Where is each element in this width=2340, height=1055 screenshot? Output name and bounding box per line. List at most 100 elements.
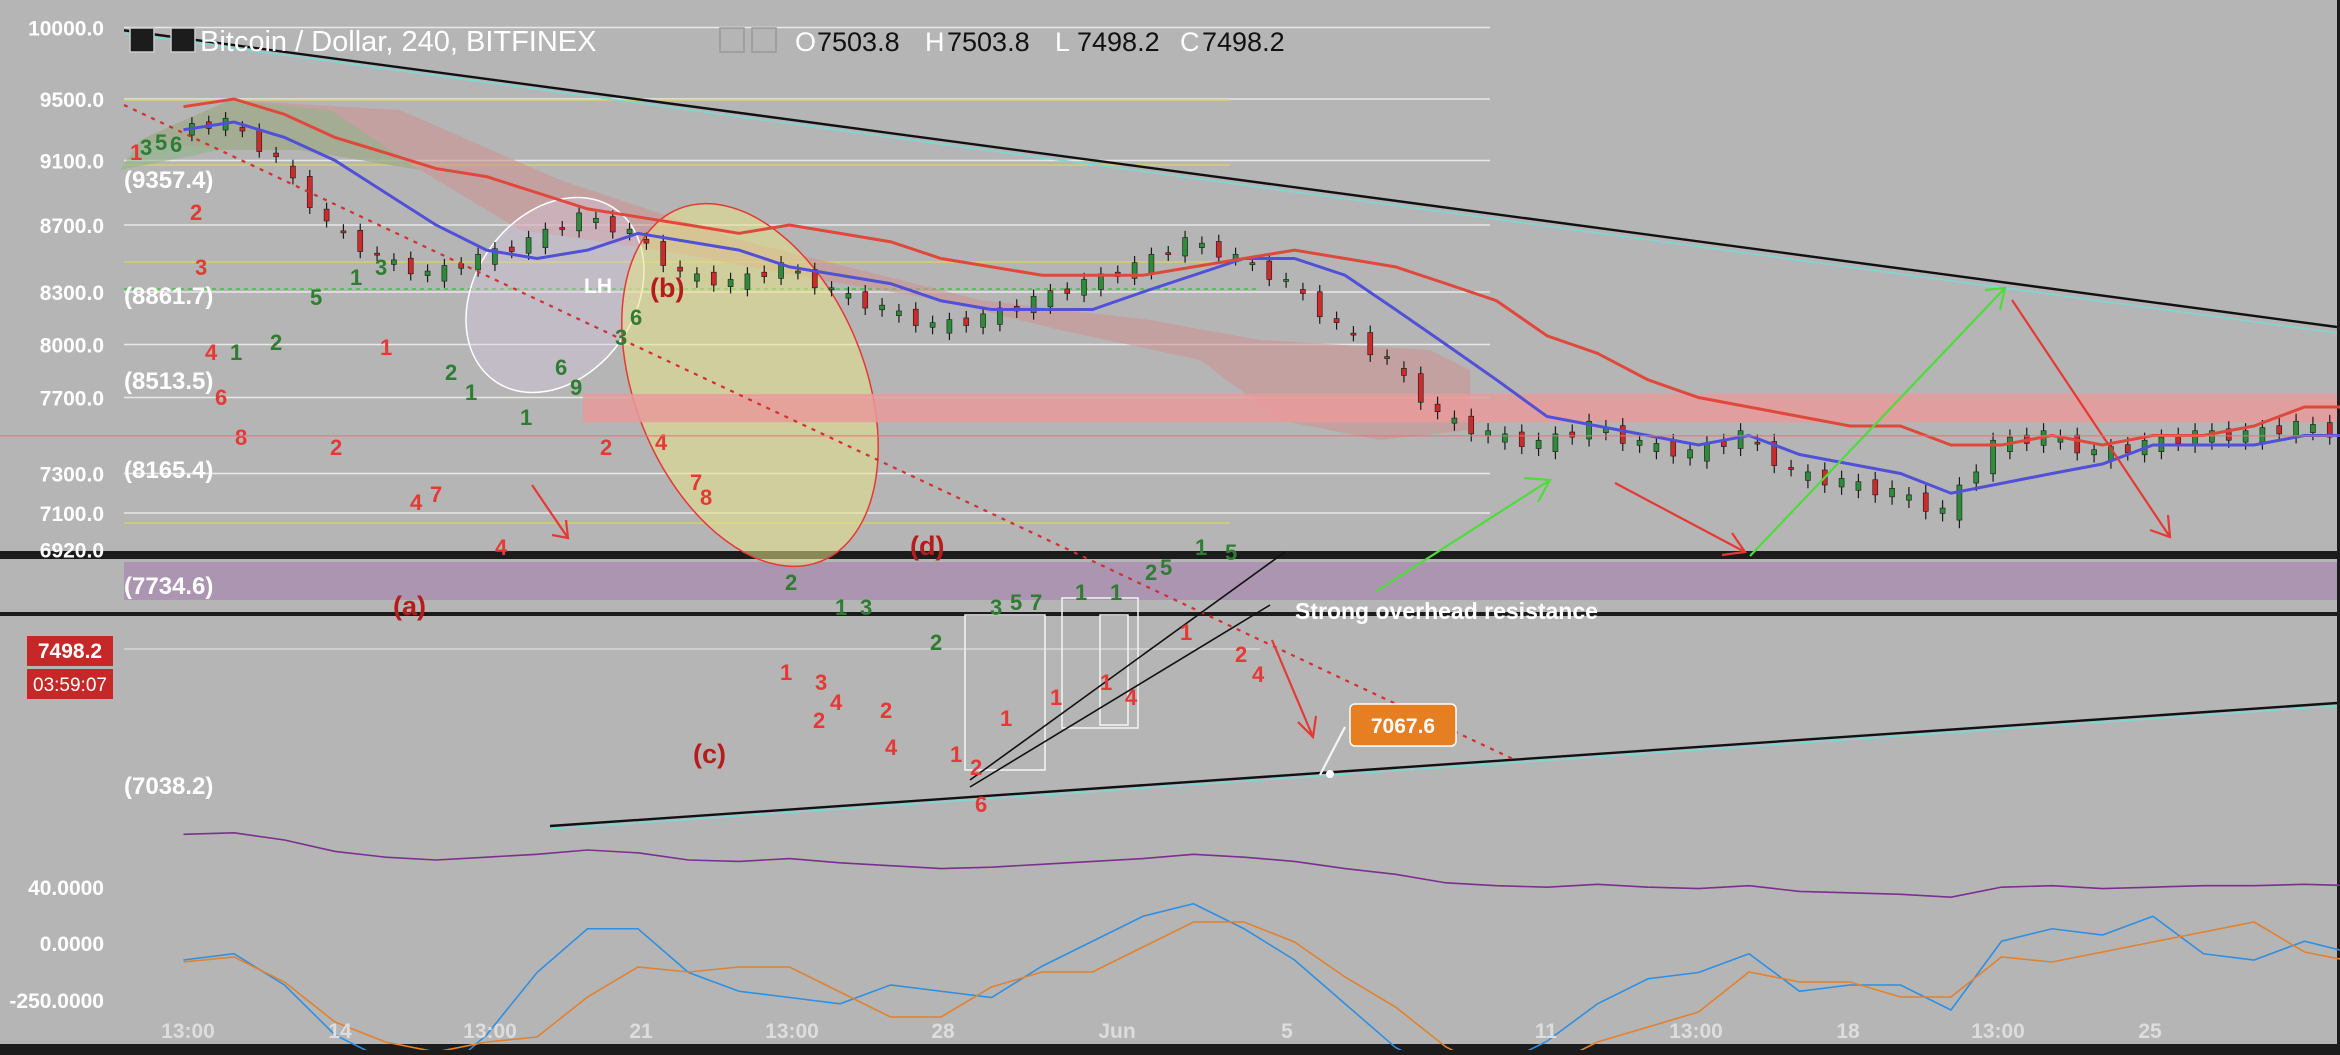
td-count-51: 5 bbox=[1010, 590, 1022, 615]
x-tick-11: 13:00 bbox=[1971, 1020, 2025, 1043]
td-count-20: 4 bbox=[885, 735, 898, 760]
td-count-11: 2 bbox=[600, 435, 612, 460]
candle-body-3-1 bbox=[358, 230, 363, 251]
candle-body-20-1 bbox=[1216, 241, 1221, 257]
y-tick-2: 9100.0 bbox=[40, 151, 104, 174]
candle-body-8-1 bbox=[610, 217, 615, 232]
wave-label-0: (a) bbox=[393, 591, 426, 621]
candle-body-8-2 bbox=[627, 229, 632, 233]
td-count-24: 1 bbox=[1000, 706, 1012, 731]
candle-body-41-2 bbox=[2294, 421, 2299, 436]
candle-body-14-1 bbox=[913, 309, 918, 325]
candle-body-21-0 bbox=[1250, 263, 1255, 265]
candle-body-20-0 bbox=[1199, 243, 1204, 247]
candle-body-5-0 bbox=[442, 265, 447, 281]
ohlc-value-2: 7498.2 bbox=[1077, 27, 1160, 57]
candle-body-13-2 bbox=[880, 305, 885, 310]
candle-body-24-2 bbox=[1435, 404, 1440, 412]
td-count-35: 2 bbox=[270, 330, 282, 355]
td-count-44: 3 bbox=[615, 325, 627, 350]
y-tick-3: 8700.0 bbox=[40, 215, 104, 238]
candle-body-14-0 bbox=[896, 311, 901, 316]
x-tick-2: 13:00 bbox=[463, 1020, 517, 1043]
candle-body-35-1 bbox=[1974, 472, 1979, 483]
indicator-icon[interactable] bbox=[752, 28, 776, 52]
x-tick-0: 13:00 bbox=[161, 1020, 215, 1043]
td-count-15: 1 bbox=[780, 660, 792, 685]
candle-body-30-0 bbox=[1704, 443, 1709, 461]
td-count-58: 5 bbox=[1225, 540, 1237, 565]
candle-body-23-1 bbox=[1368, 333, 1373, 355]
candle-body-14-2 bbox=[930, 323, 935, 328]
candle-body-21-2 bbox=[1284, 279, 1289, 281]
candle-body-7-0 bbox=[543, 229, 548, 247]
td-count-3: 4 bbox=[205, 340, 218, 365]
td-count-17: 2 bbox=[813, 708, 825, 733]
td-count-49: 2 bbox=[930, 630, 942, 655]
symbol-icon[interactable] bbox=[130, 28, 154, 52]
fib-label-5: (7038.2) bbox=[124, 773, 213, 800]
y-tick-1: 9500.0 bbox=[40, 89, 104, 112]
x-tick-1: 14 bbox=[328, 1020, 352, 1043]
candle-body-5-2 bbox=[476, 254, 481, 270]
x-tick-7: 5 bbox=[1281, 1020, 1293, 1043]
td-count-37: 1 bbox=[350, 265, 362, 290]
candle-body-4-2 bbox=[425, 271, 430, 275]
candle-body-9-0 bbox=[644, 239, 649, 243]
candle-body-1-2 bbox=[274, 153, 279, 157]
candle-body-1-1 bbox=[257, 129, 262, 151]
y-tick-0: 10000.0 bbox=[28, 18, 104, 41]
candle-body-6-1 bbox=[509, 247, 514, 251]
candle-body-15-1 bbox=[964, 318, 969, 326]
candle-body-26-2 bbox=[1536, 440, 1541, 448]
candle-body-39-2 bbox=[2193, 431, 2198, 446]
ohlc-label-3: C bbox=[1180, 27, 1200, 57]
td-count-46: 2 bbox=[785, 570, 797, 595]
symbol-title[interactable]: Bitcoin / Dollar, 240, BITFINEX bbox=[200, 26, 596, 58]
candle-body-19-0 bbox=[1149, 254, 1154, 272]
y-tick-5: 8000.0 bbox=[40, 335, 104, 358]
candle-body-27-0 bbox=[1553, 434, 1558, 452]
td-count-52: 7 bbox=[1030, 590, 1042, 615]
y-tick-9: 6920.0 bbox=[40, 540, 104, 563]
compare-icon[interactable] bbox=[171, 28, 195, 52]
candle-body-30-1 bbox=[1721, 442, 1726, 447]
candle-body-40-2 bbox=[2243, 431, 2248, 442]
candle-body-34-0 bbox=[1906, 495, 1911, 500]
fib-label-3: (8165.4) bbox=[124, 457, 213, 484]
x-tick-10: 18 bbox=[1836, 1020, 1860, 1043]
candle-body-31-2 bbox=[1789, 467, 1794, 469]
wave-label-2: (c) bbox=[693, 739, 726, 769]
candle-body-17-1 bbox=[1065, 289, 1070, 294]
settings-icon[interactable] bbox=[720, 28, 744, 52]
candle-body-32-2 bbox=[1839, 478, 1844, 487]
y-tick-8: 7100.0 bbox=[40, 503, 104, 526]
td-count-33: 6 bbox=[170, 132, 182, 157]
td-count-31: 3 bbox=[140, 135, 152, 160]
candle-body-13-1 bbox=[863, 292, 868, 308]
candle-body-4-0 bbox=[391, 260, 396, 264]
rsi-band bbox=[124, 562, 2337, 600]
y-tick-6: 7700.0 bbox=[40, 388, 104, 411]
x-tick-9: 13:00 bbox=[1669, 1020, 1723, 1043]
candle-body-9-1 bbox=[661, 241, 666, 265]
ohlc-value-0: 7503.8 bbox=[817, 27, 900, 57]
td-count-54: 1 bbox=[1110, 580, 1122, 605]
x-tick-6: Jun bbox=[1098, 1020, 1135, 1043]
candle-body-10-2 bbox=[728, 279, 733, 286]
wave-label-1: (b) bbox=[650, 273, 684, 303]
td-count-19: 2 bbox=[880, 698, 892, 723]
ohlc-label-0: O bbox=[795, 27, 816, 57]
td-count-56: 5 bbox=[1160, 555, 1172, 580]
candle-body-9-2 bbox=[678, 267, 683, 271]
ohlc-value-3: 7498.2 bbox=[1202, 27, 1285, 57]
td-count-57: 1 bbox=[1195, 535, 1207, 560]
fib-label-2: (8513.5) bbox=[124, 368, 213, 395]
candle-body-25-0 bbox=[1452, 418, 1457, 423]
candle-body-32-0 bbox=[1805, 472, 1810, 480]
td-count-36: 5 bbox=[310, 285, 322, 310]
td-count-48: 3 bbox=[860, 595, 872, 620]
candle-body-7-2 bbox=[577, 213, 582, 231]
